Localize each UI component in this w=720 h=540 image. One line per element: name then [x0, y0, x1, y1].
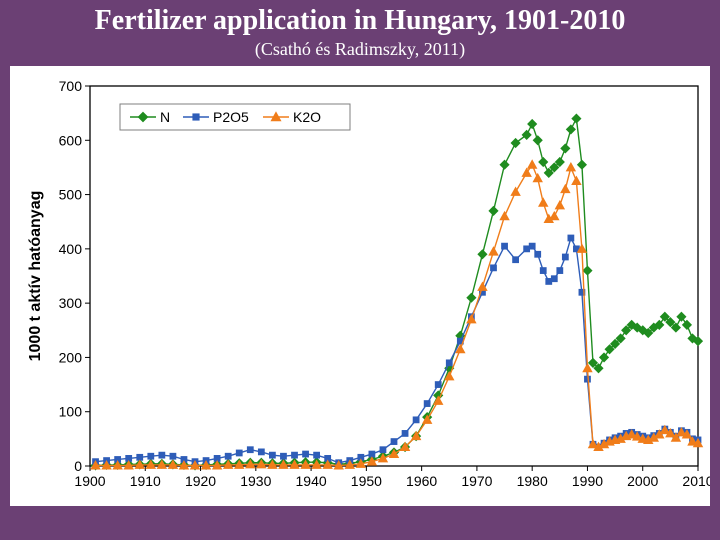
svg-text:0: 0: [74, 458, 82, 474]
svg-text:1920: 1920: [185, 473, 216, 489]
svg-text:200: 200: [59, 349, 83, 365]
svg-text:1000 t aktív hatóanyag: 1000 t aktív hatóanyag: [27, 190, 44, 361]
svg-text:700: 700: [59, 78, 83, 94]
chart-svg: 0 100 200 300 400 500 600 700 1900 1910 1920 1930 19…: [10, 66, 710, 506]
svg-text:1900: 1900: [74, 473, 105, 489]
svg-text:1980: 1980: [517, 473, 548, 489]
svg-text:K2O: K2O: [293, 109, 321, 125]
svg-text:1930: 1930: [240, 473, 271, 489]
svg-text:N: N: [160, 109, 170, 125]
svg-text:500: 500: [59, 186, 83, 202]
page-title: Fertilizer application in Hungary, 1901-…: [0, 0, 720, 39]
svg-text:1960: 1960: [406, 473, 437, 489]
svg-text:1990: 1990: [572, 473, 603, 489]
svg-text:1910: 1910: [130, 473, 161, 489]
svg-text:1970: 1970: [461, 473, 492, 489]
chart-container: 0 100 200 300 400 500 600 700 1900 1910 1920 1930 19…: [10, 66, 710, 506]
citation: (Csathó és Radimszky, 2011): [0, 39, 720, 66]
svg-text:100: 100: [59, 404, 83, 420]
svg-text:300: 300: [59, 295, 83, 311]
svg-text:400: 400: [59, 241, 83, 257]
svg-text:1950: 1950: [351, 473, 382, 489]
svg-text:2000: 2000: [627, 473, 658, 489]
svg-text:600: 600: [59, 132, 83, 148]
svg-text:2010: 2010: [682, 473, 710, 489]
svg-text:P2O5: P2O5: [213, 109, 249, 125]
svg-text:1940: 1940: [296, 473, 327, 489]
